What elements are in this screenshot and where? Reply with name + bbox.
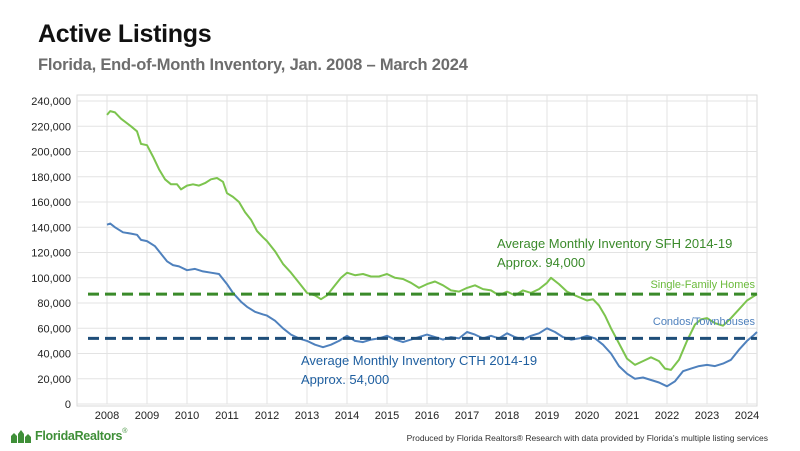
- chart-subtitle: Florida, End-of-Month Inventory, Jan. 20…: [38, 56, 468, 74]
- y-tick-label: 100,000: [31, 273, 71, 285]
- x-tick-label: 2010: [175, 410, 199, 422]
- logo-registered-mark: ®: [122, 428, 128, 435]
- x-tick-label: 2008: [95, 410, 119, 422]
- x-tick-label: 2016: [415, 410, 439, 422]
- sfh-average-value: Approx. 94,000: [497, 255, 585, 270]
- florida-realtors-logo: FloridaRealtors ®: [10, 428, 127, 444]
- cth-average-label: Average Monthly Inventory CTH 2014-19: [301, 353, 537, 368]
- plot-frame: [76, 94, 758, 407]
- chart-title: Active Listings: [38, 20, 212, 48]
- x-tick-label: 2013: [295, 410, 319, 422]
- y-tick-label: 180,000: [31, 172, 71, 184]
- y-tick-label: 0: [65, 399, 71, 411]
- y-tick-label: 20,000: [37, 374, 71, 386]
- y-tick-label: 40,000: [37, 349, 71, 361]
- logo-text: FloridaRealtors: [35, 429, 123, 443]
- y-tick-label: 200,000: [31, 147, 71, 159]
- x-tick-label: 2012: [255, 410, 279, 422]
- y-tick-label: 80,000: [37, 298, 71, 310]
- y-tick-label: 60,000: [37, 323, 71, 335]
- x-tick-label: 2020: [575, 410, 599, 422]
- cth-series-label: Condos/Townhouses: [653, 316, 756, 328]
- x-tick-label: 2021: [615, 410, 639, 422]
- x-tick-label: 2024: [735, 410, 759, 422]
- x-tick-label: 2018: [495, 410, 519, 422]
- cth-average-value: Approx. 54,000: [301, 372, 389, 387]
- x-tick-label: 2014: [335, 410, 359, 422]
- x-tick-label: 2019: [535, 410, 559, 422]
- sfh-average-label: Average Monthly Inventory SFH 2014-19: [497, 236, 732, 251]
- y-tick-label: 220,000: [31, 121, 71, 133]
- x-tick-label: 2022: [655, 410, 679, 422]
- x-tick-label: 2015: [375, 410, 399, 422]
- x-tick-label: 2017: [455, 410, 479, 422]
- y-tick-label: 240,000: [31, 96, 71, 108]
- x-tick-label: 2023: [695, 410, 719, 422]
- y-tick-label: 140,000: [31, 222, 71, 234]
- series-line-single-family-homes: [106, 110, 758, 371]
- y-tick-label: 160,000: [31, 197, 71, 209]
- x-tick-label: 2009: [135, 410, 159, 422]
- houses-logo-icon: [11, 430, 31, 443]
- y-tick-label: 120,000: [31, 248, 71, 260]
- sfh-series-label: Single-Family Homes: [650, 279, 755, 291]
- x-tick-label: 2011: [215, 410, 239, 422]
- footer-credit: Produced by Florida Realtors® Research w…: [406, 433, 768, 443]
